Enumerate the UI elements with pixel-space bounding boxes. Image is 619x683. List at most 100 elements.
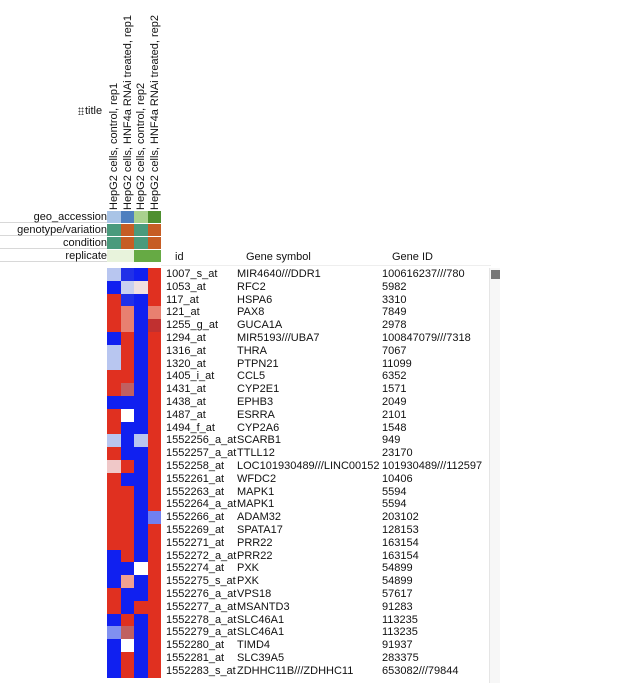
heatmap-cell[interactable] [147, 485, 161, 499]
heatmap-cell[interactable] [134, 600, 148, 614]
heatmap-cell[interactable] [134, 536, 148, 550]
heatmap-cell[interactable] [107, 651, 121, 665]
heatmap-cell[interactable] [120, 587, 134, 601]
annotation-name[interactable]: genotype/variation [0, 224, 107, 236]
heatmap-cell[interactable] [107, 562, 121, 576]
annotation-cell[interactable] [107, 211, 121, 223]
heatmap-cell[interactable] [120, 485, 134, 499]
heatmap-cell[interactable] [107, 549, 121, 563]
table-row[interactable]: 1552277_a_at MSANTD3 91283 [161, 601, 491, 614]
heatmap-cell[interactable] [120, 395, 134, 409]
heatmap-cell[interactable] [107, 434, 121, 448]
heatmap-cell[interactable] [120, 383, 134, 396]
heatmap-cell[interactable] [107, 459, 121, 473]
heatmap-cell[interactable] [147, 319, 161, 332]
heatmap-cell[interactable] [134, 268, 148, 281]
heatmap-cell[interactable] [147, 600, 161, 614]
heatmap-cell[interactable] [120, 626, 134, 640]
heatmap-cell[interactable] [120, 523, 134, 537]
table-row[interactable]: 1552275_s_at PXK 54899 [161, 575, 491, 588]
table-row[interactable]: 1552283_s_at ZDHHC11B///ZDHHC11 653082///7… [161, 665, 491, 678]
annotation-cell[interactable] [107, 250, 121, 262]
heatmap-cell[interactable] [120, 511, 134, 524]
heatmap-cell[interactable] [120, 319, 134, 332]
heatmap-cell[interactable] [134, 421, 148, 435]
heatmap-cell[interactable] [134, 331, 148, 345]
heatmap-cell[interactable] [120, 549, 134, 563]
heatmap-cell[interactable] [120, 459, 134, 473]
header-gene-id[interactable]: Gene ID [392, 251, 433, 263]
heatmap-cell[interactable] [134, 664, 148, 678]
heatmap-cell[interactable] [147, 408, 161, 422]
table-row[interactable]: 1552258_at LOC101930489///LINC00152 101930… [161, 460, 491, 473]
table-row[interactable]: 1552266_at ADAM32 203102 [161, 511, 491, 524]
heatmap-cell[interactable] [134, 370, 148, 384]
table-row[interactable]: 121_at PAX8 7849 [161, 306, 491, 319]
heatmap-cell[interactable] [147, 280, 161, 294]
scroll-thumb[interactable] [491, 270, 500, 279]
table-row[interactable]: 1494_f_at CYP2A6 1548 [161, 422, 491, 435]
heatmap-cell[interactable] [134, 344, 148, 358]
table-row[interactable]: 1552279_a_at SLC46A1 113235 [161, 626, 491, 639]
heatmap-cell[interactable] [120, 344, 134, 358]
heatmap-cell[interactable] [147, 306, 161, 320]
heatmap-cell[interactable] [147, 651, 161, 665]
heatmap-cell[interactable] [134, 498, 148, 512]
table-row[interactable]: 1552269_at SPATA17 128153 [161, 524, 491, 537]
heatmap-cell[interactable] [107, 626, 121, 640]
annotation-name[interactable]: condition [0, 237, 107, 249]
heatmap-cell[interactable] [107, 395, 121, 409]
heatmap-cell[interactable] [120, 408, 134, 422]
heatmap-cell[interactable] [134, 587, 148, 601]
table-row[interactable]: 1552276_a_at VPS18 57617 [161, 588, 491, 601]
heatmap-cell[interactable] [107, 485, 121, 499]
heatmap-cell[interactable] [120, 357, 134, 371]
heatmap-cell[interactable] [134, 549, 148, 563]
column-label[interactable]: HepG2 cells, control, rep2 [134, 0, 147, 210]
heatmap-cell[interactable] [147, 357, 161, 371]
header-gene-symbol[interactable]: Gene symbol [246, 251, 311, 263]
heatmap-cell[interactable] [120, 331, 134, 345]
heatmap-cell[interactable] [134, 613, 148, 627]
heatmap-cell[interactable] [120, 280, 134, 294]
annotation-name[interactable]: geo_accession [0, 211, 107, 223]
annotation-cell[interactable] [120, 250, 134, 262]
annotation-cell[interactable] [134, 224, 148, 236]
heatmap-cell[interactable] [107, 613, 121, 627]
heatmap-cell[interactable] [147, 447, 161, 460]
heatmap-cell[interactable] [147, 562, 161, 576]
heatmap-cell[interactable] [134, 293, 148, 307]
heatmap-cell[interactable] [107, 536, 121, 550]
heatmap-cell[interactable] [134, 459, 148, 473]
heatmap-cell[interactable] [120, 575, 134, 588]
title-annotation-label[interactable]: title [78, 105, 102, 117]
heatmap-cell[interactable] [107, 344, 121, 358]
heatmap-cell[interactable] [134, 434, 148, 448]
header-id[interactable]: id [175, 251, 184, 263]
heatmap-cell[interactable] [107, 587, 121, 601]
heatmap-cell[interactable] [107, 293, 121, 307]
heatmap-cell[interactable] [147, 536, 161, 550]
heatmap-cell[interactable] [120, 536, 134, 550]
heatmap-cell[interactable] [134, 280, 148, 294]
heatmap-cell[interactable] [147, 511, 161, 524]
heatmap-cell[interactable] [107, 331, 121, 345]
heatmap-cell[interactable] [147, 395, 161, 409]
annotation-cell[interactable] [120, 211, 134, 223]
table-row[interactable]: 1438_at EPHB3 2049 [161, 396, 491, 409]
heatmap-cell[interactable] [134, 472, 148, 486]
heatmap-cell[interactable] [147, 459, 161, 473]
heatmap-cell[interactable] [107, 511, 121, 524]
table-row[interactable]: 1320_at PTPN21 11099 [161, 358, 491, 371]
heatmap-cell[interactable] [147, 370, 161, 384]
heatmap-cell[interactable] [107, 575, 121, 588]
heatmap-cell[interactable] [107, 600, 121, 614]
heatmap-cell[interactable] [107, 498, 121, 512]
annotation-cell[interactable] [147, 211, 161, 223]
heatmap-cell[interactable] [147, 575, 161, 588]
heatmap-cell[interactable] [134, 306, 148, 320]
heatmap-cell[interactable] [120, 664, 134, 678]
table-row[interactable]: 1552257_a_at TTLL12 23170 [161, 447, 491, 460]
heatmap-cell[interactable] [147, 331, 161, 345]
heatmap-cell[interactable] [147, 587, 161, 601]
